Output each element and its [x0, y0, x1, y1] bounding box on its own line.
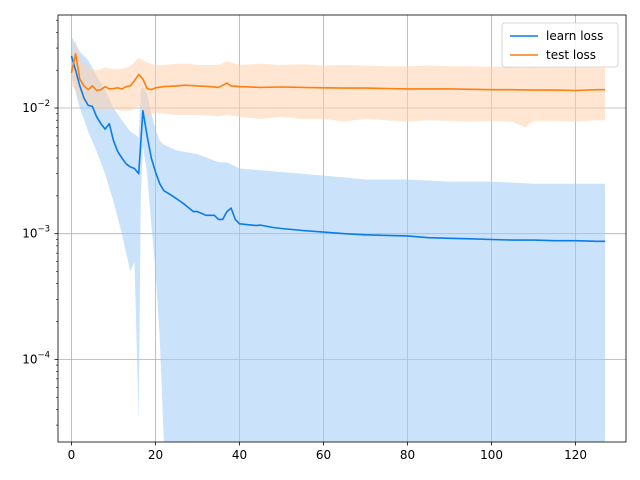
band-series-1: [71, 39, 605, 128]
band-series-0: [71, 36, 605, 442]
x-tick-label: 40: [232, 448, 247, 462]
x-tick-label: 100: [480, 448, 503, 462]
legend: learn loss test loss: [501, 22, 619, 68]
y-tick-label: 10−2: [22, 99, 50, 115]
confidence-bands: [71, 36, 605, 442]
plot-frame: [57, 14, 627, 443]
x-tick-label: 80: [400, 448, 415, 462]
y-tick-label: 10−4: [22, 350, 50, 366]
x-tick-label: 60: [316, 448, 331, 462]
line-series-1: [70, 52, 605, 92]
loss-lines: [70, 52, 605, 243]
x-tick-label: 120: [564, 448, 587, 462]
x-tick-label: 20: [148, 448, 163, 462]
axis-ticks: 0 20 40 60 80 100 120 10−4 10−3 10−2: [22, 19, 587, 462]
legend-box: [501, 22, 619, 68]
x-tick-label: 0: [68, 448, 76, 462]
y-tick-label: 10−3: [22, 225, 50, 241]
legend-label: test loss: [546, 48, 596, 62]
legend-label: learn loss: [546, 29, 603, 43]
line-series-0: [70, 55, 605, 243]
